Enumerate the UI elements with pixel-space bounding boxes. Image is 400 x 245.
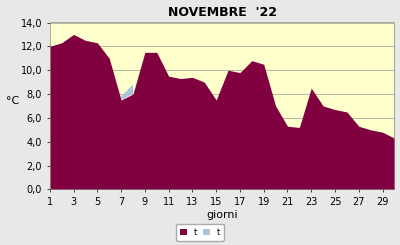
Y-axis label: °C: °C bbox=[6, 96, 19, 106]
Legend: t, t: t, t bbox=[176, 223, 224, 241]
X-axis label: giorni: giorni bbox=[206, 210, 238, 220]
Title: NOVEMBRE  '22: NOVEMBRE '22 bbox=[168, 6, 277, 19]
